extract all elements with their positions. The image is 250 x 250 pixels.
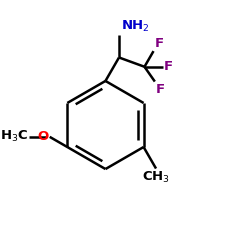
Text: F: F — [156, 83, 165, 96]
Text: F: F — [155, 37, 164, 50]
Text: H$_3$C: H$_3$C — [0, 129, 28, 144]
Text: NH$_2$: NH$_2$ — [121, 19, 150, 34]
Text: F: F — [164, 60, 173, 73]
Text: CH$_3$: CH$_3$ — [142, 170, 170, 186]
Text: O: O — [37, 130, 48, 143]
